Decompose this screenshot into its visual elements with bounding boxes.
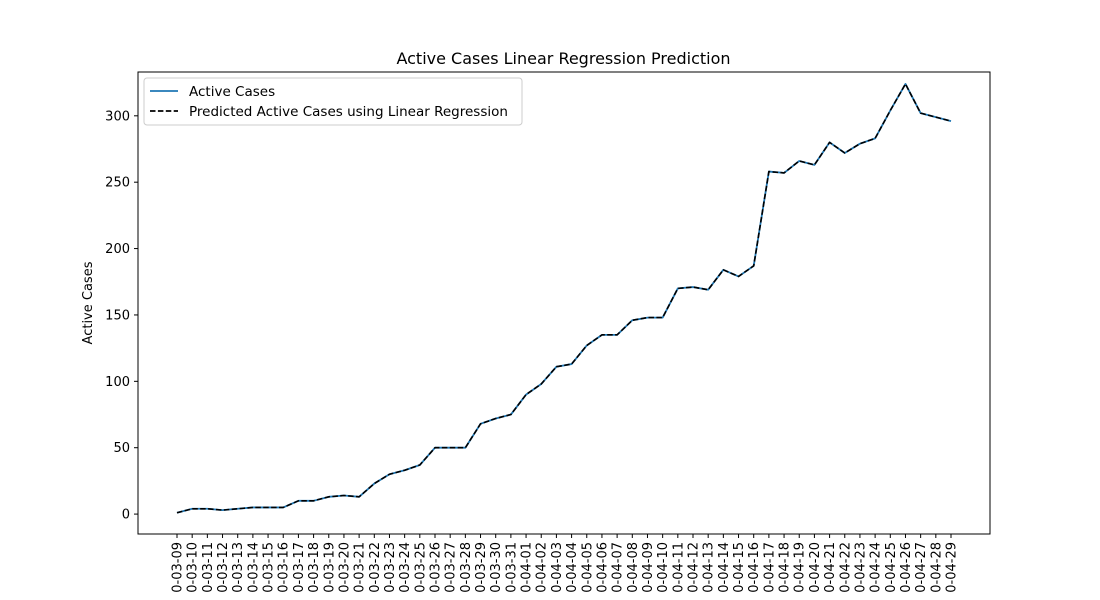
x-tick-label: 0-03-18: [307, 542, 322, 593]
x-axis: 0-03-09 0-03-10 0-03-11 0-03-12 0-03-13 0-03-…: [171, 534, 960, 593]
x-tick-label: 0-04-09: [641, 542, 656, 593]
y-axis-label: Active Cases: [81, 261, 96, 344]
x-tick-label: 0-04-11: [671, 542, 686, 593]
x-tick-label: 0-03-19: [322, 542, 337, 593]
y-tick-label: 200: [105, 242, 130, 257]
x-tick-label: 0-03-21: [353, 542, 368, 593]
x-tick-label: 0-03-13: [231, 542, 246, 593]
x-tick-label: 0-04-05: [580, 542, 595, 593]
x-tick-label: 0-04-08: [626, 542, 641, 593]
y-tick-label: 50: [113, 441, 130, 456]
x-tick-label: 0-03-23: [383, 542, 398, 593]
x-tick-label: 0-03-27: [444, 542, 459, 593]
x-tick-label: 0-04-02: [535, 542, 550, 593]
series-line-predicted: [176, 83, 952, 514]
y-tick-label: 150: [105, 308, 130, 323]
x-tick-label: 0-03-10: [186, 542, 201, 593]
x-tick-label: 0-03-20: [337, 542, 352, 593]
plot-area: [137, 71, 991, 535]
x-tick-label: 0-04-29: [945, 542, 960, 593]
x-tick-label: 0-04-01: [520, 542, 535, 593]
x-tick-label: 0-03-12: [216, 542, 231, 593]
x-tick-label: 0-04-03: [550, 542, 565, 593]
x-tick-label: 0-04-20: [808, 542, 823, 593]
chart-title: Active Cases Linear Regression Predictio…: [396, 49, 730, 68]
x-tick-label: 0-03-14: [246, 542, 261, 593]
x-tick-label: 0-03-29: [474, 542, 489, 593]
y-tick-label: 100: [105, 375, 130, 390]
legend-box: [143, 77, 523, 126]
x-tick-label: 0-04-12: [687, 542, 702, 593]
legend-label: Predicted Active Cases using Linear Regr…: [189, 104, 508, 120]
x-tick-label: 0-04-26: [899, 542, 914, 593]
y-tick-label: 300: [105, 109, 130, 124]
x-tick-label: 0-04-25: [884, 542, 899, 593]
x-tick-label: 0-03-28: [459, 542, 474, 593]
x-tick-label: 0-04-06: [595, 542, 610, 593]
plot-frame: [137, 71, 991, 535]
x-tick-label: 0-03-15: [262, 542, 277, 593]
x-tick-label: 0-04-23: [853, 542, 868, 593]
x-tick-label: 0-03-30: [489, 542, 504, 593]
y-axis: 0 50 100 150 200 250 300: [105, 109, 138, 523]
x-tick-label: 0-04-19: [793, 542, 808, 593]
x-tick-label: 0-03-22: [368, 542, 383, 593]
x-tick-label: 0-04-22: [838, 542, 853, 593]
x-tick-label: 0-03-31: [504, 542, 519, 593]
x-tick-label: 0-04-07: [611, 542, 626, 593]
x-tick-label: 0-04-21: [823, 542, 838, 593]
x-tick-label: 0-04-15: [732, 542, 747, 593]
y-tick-label: 0: [122, 508, 130, 523]
x-tick-label: 0-04-10: [656, 542, 671, 593]
x-tick-label: 0-03-09: [171, 542, 186, 593]
x-tick-label: 0-03-25: [413, 542, 428, 593]
x-tick-label: 0-04-27: [914, 542, 929, 593]
x-tick-label: 0-04-24: [869, 542, 884, 593]
x-tick-label: 0-04-04: [565, 542, 580, 593]
x-tick-label: 0-04-16: [747, 542, 762, 593]
x-tick-label: 0-03-26: [429, 542, 444, 593]
x-tick-label: 0-04-28: [929, 542, 944, 593]
legend-label: Active Cases: [189, 84, 275, 100]
series-line-active: [176, 83, 952, 514]
series-layer: [176, 83, 952, 514]
legend: Active Cases Predicted Active Cases using…: [143, 77, 523, 126]
x-tick-label: 0-03-16: [277, 542, 292, 593]
x-tick-label: 0-04-17: [762, 542, 777, 593]
y-tick-label: 250: [105, 176, 130, 191]
x-tick-label: 0-04-13: [702, 542, 717, 593]
x-tick-label: 0-03-17: [292, 542, 307, 593]
x-tick-label: 0-04-18: [778, 542, 793, 593]
x-tick-label: 0-04-14: [717, 542, 732, 593]
x-tick-label: 0-03-24: [398, 542, 413, 593]
x-tick-label: 0-03-11: [201, 542, 216, 593]
